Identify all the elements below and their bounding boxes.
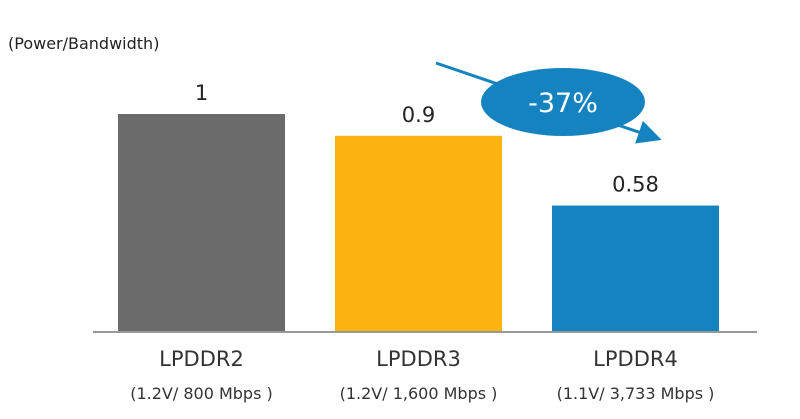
x-tick-sublabel: (1.2V/ 800 Mbps ) — [130, 384, 273, 403]
annotation-ellipse — [481, 68, 645, 136]
x-tick-sublabel: (1.1V/ 3,733 Mbps ) — [557, 384, 715, 403]
x-tick-sublabel: (1.2V/ 1,600 Mbps ) — [340, 384, 498, 403]
x-tick-label: LPDDR3 — [376, 347, 461, 371]
data-label: 1 — [195, 81, 208, 105]
y-axis-label: (Power/Bandwidth) — [8, 34, 159, 53]
reduction-annotation: -37% — [435, 61, 662, 144]
data-label: 0.9 — [402, 103, 435, 127]
x-tick-label: LPDDR4 — [593, 347, 678, 371]
bar-lpddr2 — [118, 114, 285, 332]
data-label: 0.58 — [612, 173, 659, 197]
bar-lpddr4 — [552, 205, 719, 332]
bar-lpddr3 — [335, 135, 502, 332]
x-tick-label: LPDDR2 — [159, 347, 244, 371]
annotation-text: -37% — [528, 88, 598, 119]
